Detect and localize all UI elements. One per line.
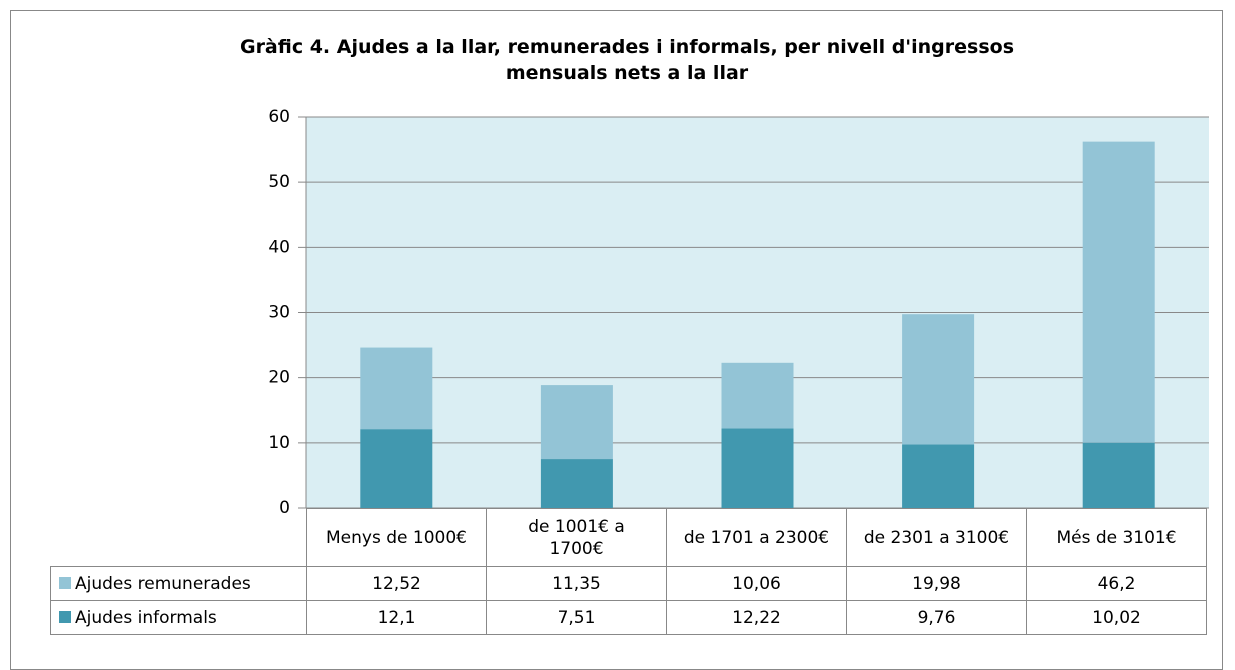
legend-swatch	[59, 610, 71, 623]
data-label: 12,52	[306, 566, 487, 601]
data-label: 12,1	[306, 600, 487, 635]
legend-entry: Ajudes informals	[50, 600, 307, 635]
chart: 0 10 20 30 40 50 60	[268, 107, 1209, 518]
bar-segment	[1082, 442, 1155, 508]
y-tick-label: 0	[279, 498, 290, 518]
data-label: 12,22	[666, 600, 847, 635]
y-tick-label: 50	[268, 172, 290, 192]
data-table: Menys de 1000€ de 1001€ a 1700€ de 1701 a …	[50, 508, 1207, 635]
x-tick-label: Més de 3101€	[1026, 508, 1207, 567]
y-tick-label: 40	[268, 237, 290, 257]
legend-swatch	[59, 576, 71, 589]
data-label: 10,02	[1026, 600, 1207, 635]
bar-segment	[540, 459, 613, 508]
bar-segment	[721, 428, 794, 508]
data-label: 11,35	[486, 566, 667, 601]
bar-segment	[721, 362, 794, 429]
legend-entry: Ajudes remunerades	[50, 566, 307, 601]
data-label: 10,06	[666, 566, 847, 601]
bar-segment	[902, 314, 975, 445]
chart-title: Gràfic 4. Ajudes a la llar, remunerades …	[239, 36, 1015, 84]
data-label: 19,98	[846, 566, 1027, 601]
y-tick-label: 10	[268, 433, 290, 453]
bar-segment	[360, 347, 433, 430]
y-tick-label: 20	[268, 368, 290, 388]
x-tick-label: de 2301 a 3100€	[846, 508, 1027, 567]
y-tick-label: 30	[268, 303, 290, 323]
bar-segment	[1082, 141, 1155, 443]
table-row: Ajudes remunerades 12,52 11,35 10,06 19,98 46…	[50, 566, 1207, 601]
y-tick-label: 60	[268, 107, 290, 127]
legend-label: Ajudes informals	[75, 607, 217, 628]
legend-label: Ajudes remunerades	[75, 573, 251, 594]
bar-segment	[902, 444, 975, 508]
x-tick-label: de 1701 a 2300€	[666, 508, 847, 567]
x-tick-label: de 1001€ a 1700€	[486, 508, 667, 567]
data-label: 7,51	[486, 600, 667, 635]
data-label: 9,76	[846, 600, 1027, 635]
bar-segment	[540, 385, 613, 460]
table-corner	[51, 509, 307, 567]
table-header-row: Menys de 1000€ de 1001€ a 1700€ de 1701 a …	[51, 508, 1207, 567]
x-tick-label: Menys de 1000€	[306, 508, 487, 567]
bar-segment	[360, 429, 433, 508]
data-label: 46,2	[1026, 566, 1207, 601]
page: Gràfic 4. Ajudes a la llar, remunerades …	[10, 10, 1223, 670]
table-row: Ajudes informals 12,1 7,51 12,22 9,76 10,02	[50, 600, 1207, 635]
